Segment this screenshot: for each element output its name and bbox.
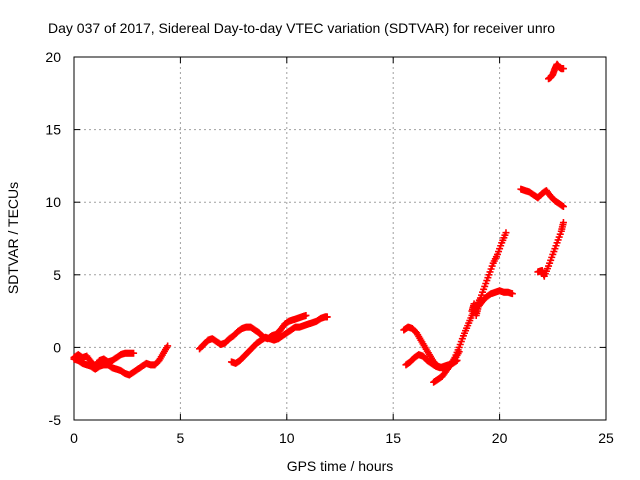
- series-1: [70, 349, 138, 370]
- y-tick-label: 10: [45, 194, 61, 210]
- data-point: [130, 349, 138, 357]
- y-tick-label: 0: [53, 339, 61, 355]
- x-tick-label: 15: [385, 430, 401, 446]
- data-point: [559, 203, 567, 211]
- x-axis-label: GPS time / hours: [287, 458, 394, 474]
- y-tick-label: 15: [45, 122, 61, 138]
- data-point: [502, 229, 510, 237]
- series-10: [534, 219, 567, 280]
- series-8: [468, 287, 516, 319]
- data-point: [164, 342, 172, 350]
- chart-title: Day 037 of 2017, Sidereal Day-to-day VTE…: [48, 20, 555, 36]
- grid: [74, 57, 606, 420]
- x-tick-label: 20: [492, 430, 508, 446]
- data-point: [323, 313, 331, 321]
- x-tick-label: 5: [177, 430, 185, 446]
- x-tick-label: 0: [70, 430, 78, 446]
- series-2: [70, 342, 172, 379]
- y-axis-label: SDTVAR / TECUs: [5, 182, 21, 294]
- data-point: [302, 311, 310, 319]
- data-point: [559, 219, 567, 227]
- axis-ticks: 0 5 10 15 20 25 -5 0 5 10 15 20: [45, 49, 614, 446]
- y-tick-label: 5: [53, 267, 61, 283]
- data-point: [559, 65, 567, 73]
- series-11: [545, 60, 567, 83]
- y-tick-label: 20: [45, 49, 61, 65]
- data-points: [70, 60, 567, 386]
- plot-frame: [73, 56, 607, 421]
- data-point: [508, 290, 516, 298]
- series-4: [227, 313, 331, 367]
- series-9: [517, 185, 567, 211]
- y-tick-label: -5: [49, 412, 62, 428]
- x-tick-label: 25: [598, 430, 614, 446]
- x-tick-label: 10: [279, 430, 295, 446]
